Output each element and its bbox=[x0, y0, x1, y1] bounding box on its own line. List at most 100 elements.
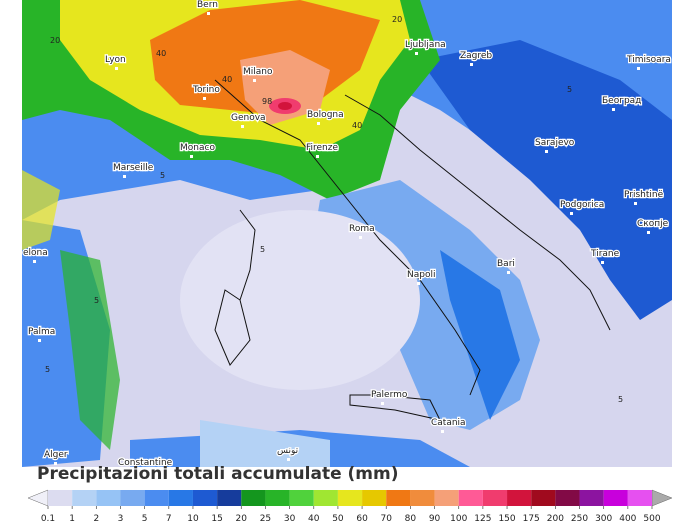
city-label: Torino bbox=[192, 85, 220, 95]
city-label: Genova bbox=[231, 113, 266, 123]
color-segment bbox=[507, 490, 532, 506]
color-segment bbox=[96, 490, 121, 506]
contour-label: 5 bbox=[160, 171, 165, 180]
tick-label: 150 bbox=[498, 514, 515, 524]
color-segment bbox=[410, 490, 435, 506]
contour-label: 20 bbox=[50, 36, 60, 45]
city-marker bbox=[54, 462, 57, 465]
city-marker bbox=[601, 261, 604, 264]
city-marker bbox=[203, 97, 206, 100]
city-label: elona bbox=[23, 248, 48, 258]
colorbar-end-high bbox=[651, 489, 673, 507]
city-marker bbox=[190, 155, 193, 158]
contour-label: 20 bbox=[392, 15, 402, 24]
tick-label: 15 bbox=[211, 514, 222, 524]
tick-label: 1 bbox=[69, 514, 75, 524]
city-marker bbox=[359, 236, 362, 239]
city-label: تونس bbox=[277, 446, 299, 456]
color-segment bbox=[265, 490, 290, 506]
color-segment bbox=[434, 490, 459, 506]
tick-label: 25 bbox=[260, 514, 271, 524]
city-label: Catania bbox=[431, 418, 466, 428]
tick-label: 125 bbox=[474, 514, 491, 524]
city-label: Podgorica bbox=[560, 200, 604, 210]
city-marker bbox=[637, 67, 640, 70]
city-label: Sarajevo bbox=[535, 138, 575, 148]
city-label: Monaco bbox=[180, 143, 215, 153]
city-marker bbox=[415, 52, 418, 55]
city-marker bbox=[38, 339, 41, 342]
color-segment bbox=[144, 490, 169, 506]
tick-label: 40 bbox=[308, 514, 320, 524]
city-marker bbox=[647, 231, 650, 234]
contour-label: 40 bbox=[156, 49, 166, 58]
tick-label: 3 bbox=[118, 514, 124, 524]
city-marker bbox=[115, 67, 118, 70]
city-marker bbox=[253, 79, 256, 82]
tick-label: 250 bbox=[571, 514, 588, 524]
city-label: Prishtinë bbox=[624, 190, 664, 200]
tick-label: 200 bbox=[547, 514, 564, 524]
contour-label: 5 bbox=[618, 395, 623, 404]
tick-label: 90 bbox=[429, 514, 441, 524]
city-label: Ljubljana bbox=[405, 40, 446, 50]
city-marker bbox=[507, 271, 510, 274]
color-segment bbox=[386, 490, 411, 506]
city-marker bbox=[441, 430, 444, 433]
city-marker bbox=[317, 122, 320, 125]
city-label: Marseille bbox=[113, 163, 154, 173]
contour-label: 40 bbox=[352, 121, 362, 130]
city-label: Napoli bbox=[407, 270, 435, 280]
color-segment bbox=[362, 490, 387, 506]
colorbar: 0.1 1 2 3 5 7 10 15 20 25 30 40 50 60 70 80 90 100 125 150 1… bbox=[27, 489, 673, 524]
colorbar-end-low bbox=[27, 489, 49, 507]
city-marker bbox=[612, 108, 615, 111]
color-segment bbox=[627, 490, 652, 506]
color-segment bbox=[289, 490, 314, 506]
city-marker bbox=[123, 175, 126, 178]
city-marker bbox=[241, 125, 244, 128]
city-label: Palermo bbox=[371, 390, 408, 400]
contour-label: 98 bbox=[262, 97, 272, 106]
contour-label: 5 bbox=[94, 296, 99, 305]
tick-label: 30 bbox=[284, 514, 296, 524]
color-segment bbox=[579, 490, 604, 506]
city-label: Zagreb bbox=[460, 51, 492, 61]
tick-label: 0.1 bbox=[41, 514, 55, 524]
city-label: Bologna bbox=[307, 110, 344, 120]
tick-label: 175 bbox=[523, 514, 540, 524]
contour-label: 5 bbox=[260, 245, 265, 254]
tick-label: 400 bbox=[619, 514, 636, 524]
color-segment bbox=[458, 490, 483, 506]
city-labels: Bern Ljubljana Zagreb Timisoara Lyon Milano To… bbox=[22, 0, 672, 467]
map: Bern Ljubljana Zagreb Timisoara Lyon Milano To… bbox=[22, 0, 672, 467]
tick-label: 20 bbox=[236, 514, 248, 524]
color-segment bbox=[241, 490, 266, 506]
city-marker bbox=[381, 402, 384, 405]
city-label: Timisoara bbox=[626, 55, 671, 65]
city-label: Lyon bbox=[105, 55, 126, 65]
contour-label: 40 bbox=[222, 75, 232, 84]
tick-label: 100 bbox=[450, 514, 467, 524]
color-segment bbox=[72, 490, 97, 506]
contour-label: 5 bbox=[567, 85, 572, 94]
city-marker bbox=[634, 202, 637, 205]
color-segment bbox=[531, 490, 556, 506]
city-label: Firenze bbox=[306, 143, 338, 153]
tick-label: 60 bbox=[356, 514, 368, 524]
tick-label: 2 bbox=[93, 514, 99, 524]
city-label: Alger bbox=[44, 450, 68, 460]
tick-label: 10 bbox=[187, 514, 199, 524]
city-marker bbox=[207, 12, 210, 15]
color-segment bbox=[482, 490, 508, 506]
tick-label: 70 bbox=[381, 514, 393, 524]
city-marker bbox=[417, 282, 420, 285]
color-segment bbox=[603, 490, 628, 506]
color-segment bbox=[555, 490, 580, 506]
color-segment bbox=[337, 490, 363, 506]
tick-label: 80 bbox=[405, 514, 417, 524]
city-label: Београд bbox=[602, 96, 641, 106]
city-marker bbox=[316, 155, 319, 158]
city-label: Roma bbox=[349, 224, 375, 234]
